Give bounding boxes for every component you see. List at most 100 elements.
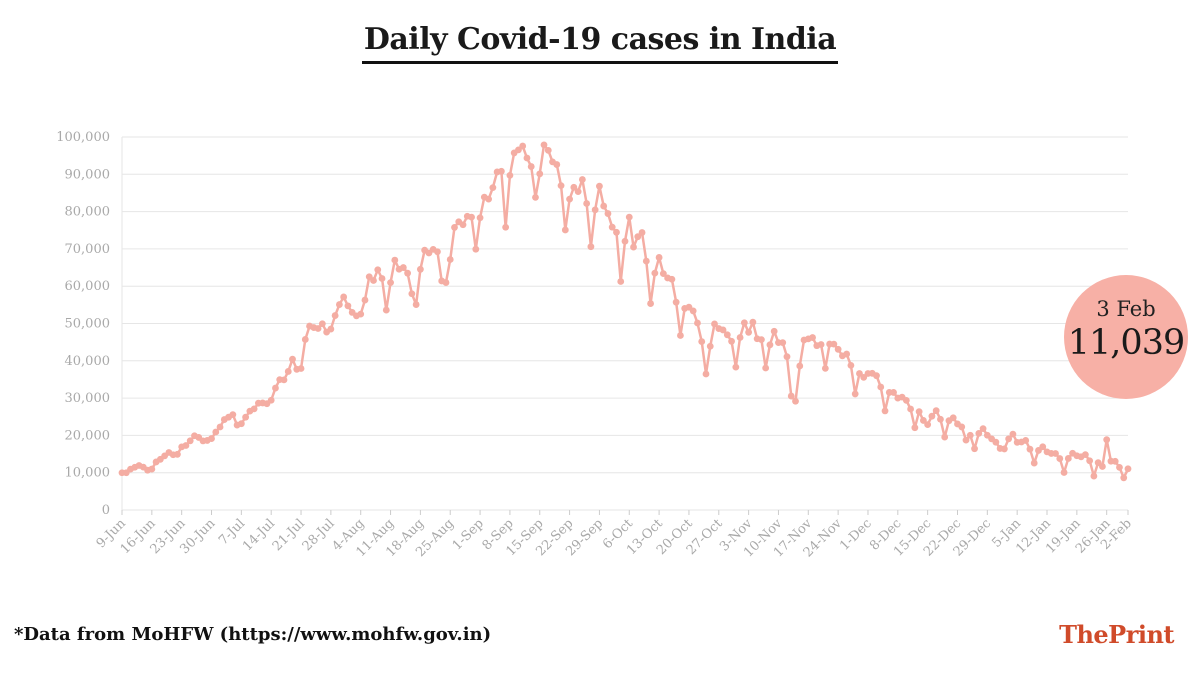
data-point (1081, 451, 1089, 459)
data-point (843, 350, 851, 358)
data-point (497, 167, 505, 175)
data-point (617, 278, 625, 285)
data-point (1120, 474, 1128, 482)
data-point (412, 301, 420, 308)
x-tick-label: 28-Jul (300, 516, 338, 554)
brand-logo: ThePrint (1059, 620, 1174, 649)
data-point (625, 213, 633, 221)
data-point (758, 336, 765, 344)
data-point (399, 264, 407, 271)
data-point (966, 431, 974, 439)
data-point (787, 392, 795, 400)
data-point (992, 438, 1000, 446)
data-point (834, 345, 842, 353)
data-point (459, 221, 467, 229)
data-point (830, 340, 838, 348)
data-point (408, 290, 416, 298)
data-point (570, 183, 578, 191)
data-point (877, 383, 885, 391)
data-point (659, 270, 667, 278)
data-point (698, 338, 706, 345)
data-point (638, 229, 646, 236)
data-point (318, 320, 326, 328)
y-tick-label: 50,000 (65, 317, 111, 332)
data-point (783, 353, 791, 361)
data-point (208, 435, 215, 442)
data-point (540, 141, 548, 149)
data-point (237, 420, 245, 428)
data-point (485, 195, 492, 203)
data-point (336, 301, 343, 308)
data-point (745, 328, 753, 336)
data-point (391, 256, 399, 264)
data-point (919, 417, 927, 424)
data-point (1103, 436, 1111, 444)
data-point (1099, 463, 1106, 470)
data-point (387, 279, 394, 287)
data-point (1064, 455, 1072, 462)
data-point (216, 423, 224, 431)
data-point (1026, 445, 1034, 453)
data-point (242, 413, 250, 421)
data-point (932, 407, 940, 415)
data-point (1086, 457, 1094, 465)
data-point (779, 339, 787, 347)
data-point (975, 429, 983, 437)
data-point (668, 275, 676, 283)
data-point (1052, 450, 1059, 457)
data-point (958, 423, 966, 431)
data-point (702, 370, 710, 378)
data-point (1124, 465, 1132, 473)
y-tick-label: 30,000 (65, 391, 111, 406)
data-point (229, 411, 237, 419)
data-point (873, 372, 880, 380)
data-point (1009, 430, 1017, 438)
data-point (361, 296, 369, 304)
y-tick-label: 10,000 (65, 466, 111, 481)
data-point (1000, 445, 1008, 453)
data-point (519, 142, 527, 150)
data-point (890, 389, 897, 396)
data-point (1056, 455, 1064, 462)
data-point (736, 334, 744, 341)
data-point (267, 396, 275, 404)
data-point (1111, 457, 1119, 465)
data-point (902, 396, 910, 404)
data-point (732, 363, 740, 371)
data-point (749, 318, 757, 326)
y-tick-label: 70,000 (65, 242, 111, 257)
data-point (536, 170, 544, 178)
data-point (553, 161, 561, 168)
data-point (911, 424, 919, 432)
data-point (442, 279, 450, 286)
data-point (677, 332, 684, 339)
data-point (297, 365, 305, 372)
data-point (523, 154, 531, 162)
data-point (532, 193, 539, 201)
data-point (566, 195, 573, 203)
data-point (186, 437, 194, 445)
callout-value: 11,039 (1067, 323, 1185, 363)
data-point (924, 421, 932, 429)
series-markers (118, 141, 1132, 482)
data-point (719, 326, 727, 334)
chart-title: Daily Covid-19 cases in India (361, 22, 839, 64)
latest-value-callout: 3 Feb 11,039 (1064, 275, 1188, 399)
data-point (706, 342, 714, 350)
source-footnote: *Data from MoHFW (https://www.mohfw.gov.… (14, 624, 492, 645)
callout-date: 3 Feb (1096, 297, 1156, 321)
data-point (583, 200, 591, 207)
y-tick-label: 80,000 (65, 205, 111, 220)
y-axis-ticks: 0 10,000 20,000 30,000 40,000 50,000 60,000 70,… (56, 130, 110, 518)
data-point (289, 355, 296, 363)
data-point (327, 325, 335, 333)
data-point (1060, 469, 1068, 476)
data-point (766, 341, 774, 349)
data-point (1116, 463, 1123, 471)
data-point (600, 202, 608, 210)
gridlines (121, 136, 1128, 511)
data-point (1022, 437, 1030, 444)
data-point (340, 293, 348, 301)
data-point (591, 206, 599, 214)
